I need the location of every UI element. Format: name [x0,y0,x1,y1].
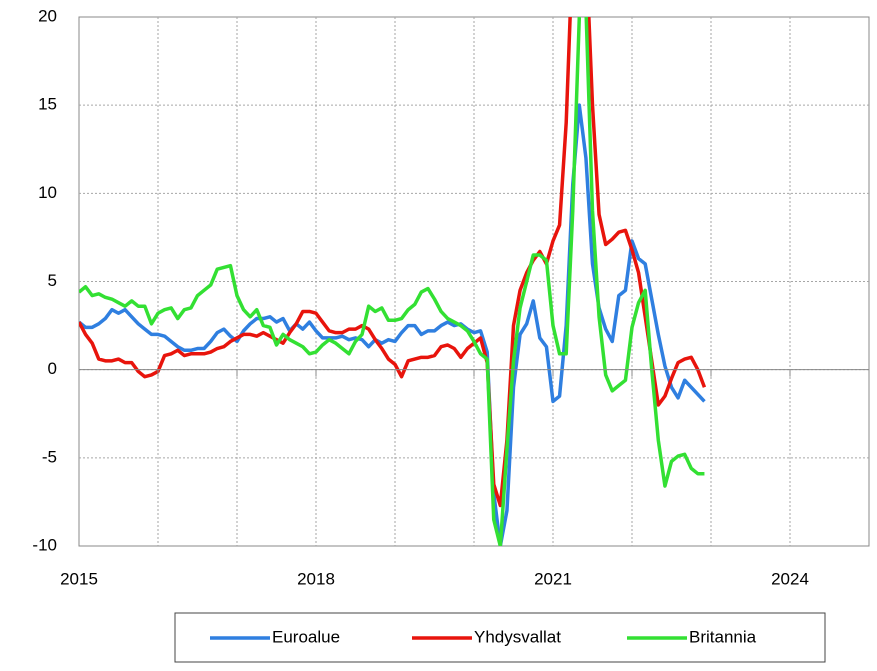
series-line [79,17,707,508]
x-tick-label: 2021 [534,569,572,588]
x-tick-label: 2015 [60,569,98,588]
x-tick-label: 2024 [771,569,809,588]
series-line [79,103,706,546]
legend-label: Euroalue [272,627,340,646]
legend-label: Yhdysvallat [474,627,561,646]
lines [79,17,707,546]
y-tick-label: -5 [42,447,57,466]
grid [79,17,869,546]
y-tick-label: -10 [32,535,57,554]
axes: -10 -5 0 5 10 15 20 2015 2018 2021 2024 [32,6,870,588]
x-tick-label: 2018 [297,569,335,588]
y-tick-label: 15 [38,95,57,114]
legend: Euroalue Yhdysvallat Britannia [210,627,757,646]
y-tick-label: 0 [48,359,57,378]
y-tick-label: 10 [38,183,57,202]
series-line [79,17,705,546]
legend-label: Britannia [689,627,757,646]
legend-box [174,612,826,663]
y-tick-label: 5 [48,271,57,290]
y-tick-label: 20 [38,6,57,25]
